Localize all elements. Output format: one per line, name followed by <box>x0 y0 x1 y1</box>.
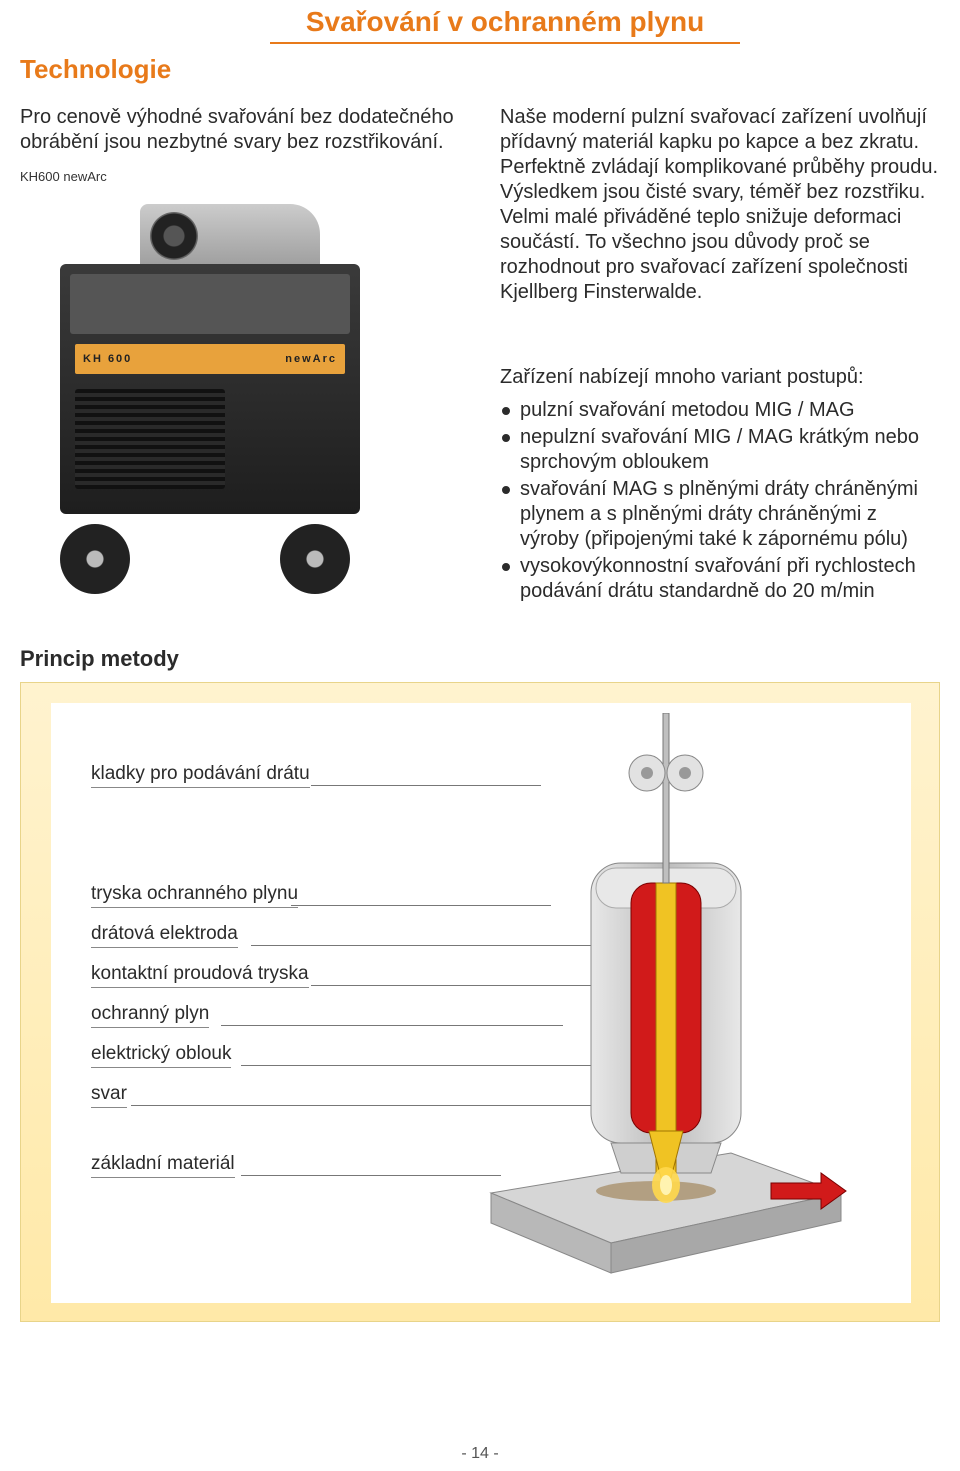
label-base-metal: základní materiál <box>91 1153 235 1178</box>
label-gas-nozzle: tryska ochranného plynu <box>91 883 298 908</box>
left-column: Pro cenově výhodné svařování bez dodateč… <box>20 105 460 606</box>
section-title: Technologie <box>20 54 940 85</box>
principle-diagram: kladky pro podávání drátu tryska ochrann… <box>20 682 940 1322</box>
product-caption: KH600 newArc <box>20 169 460 184</box>
vent-grille-icon <box>75 389 225 489</box>
feature-item: nepulzní svařování MIG / MAG krátkým neb… <box>500 425 940 475</box>
feature-item: pulzní svařování metodou MIG / MAG <box>500 398 940 423</box>
features-list: pulzní svařování metodou MIG / MAG nepul… <box>500 398 940 604</box>
diagram-canvas: kladky pro podávání drátu tryska ochrann… <box>51 703 911 1303</box>
label-contact-tip: kontaktní proudová tryska <box>91 963 309 988</box>
wheel-icon <box>60 524 130 594</box>
body-paragraph: Naše moderní pulzní svařovací zařízení u… <box>500 105 940 305</box>
page-number: - 14 - <box>0 1445 960 1463</box>
leader-line <box>241 1175 501 1176</box>
label-shielding-gas: ochranný plyn <box>91 1003 209 1028</box>
feature-item: vysokovýkonnostní svařování při rychlost… <box>500 554 940 604</box>
page-title: Svařování v ochranném plynu <box>270 0 740 44</box>
intro-text: Pro cenově výhodné svařování bez dodateč… <box>20 105 460 155</box>
label-arc: elektrický oblouk <box>91 1043 231 1068</box>
subsection-title: Princip metody <box>20 646 940 672</box>
feature-item: svařování MAG s plněnými dráty chráněným… <box>500 477 940 552</box>
label-weld: svar <box>91 1083 127 1108</box>
wheel-icon <box>280 524 350 594</box>
model-left: KH 600 <box>83 353 132 365</box>
right-column: Naše moderní pulzní svařovací zařízení u… <box>500 105 940 606</box>
model-right: newArc <box>285 353 337 365</box>
machine-illustration: KH 600 newArc <box>20 194 400 574</box>
features-heading: Zařízení nabízejí mnoho variant postupů: <box>500 365 940 390</box>
torch-cross-section-icon <box>471 713 851 1313</box>
machine-model-label: KH 600 newArc <box>75 344 345 374</box>
wire-spool-icon <box>150 212 198 260</box>
label-feed-rollers: kladky pro podávání drátu <box>91 763 310 788</box>
label-wire-electrode: drátová elektroda <box>91 923 238 948</box>
control-panel-icon <box>70 274 350 334</box>
two-column-layout: Pro cenově výhodné svařování bez dodateč… <box>20 105 940 606</box>
